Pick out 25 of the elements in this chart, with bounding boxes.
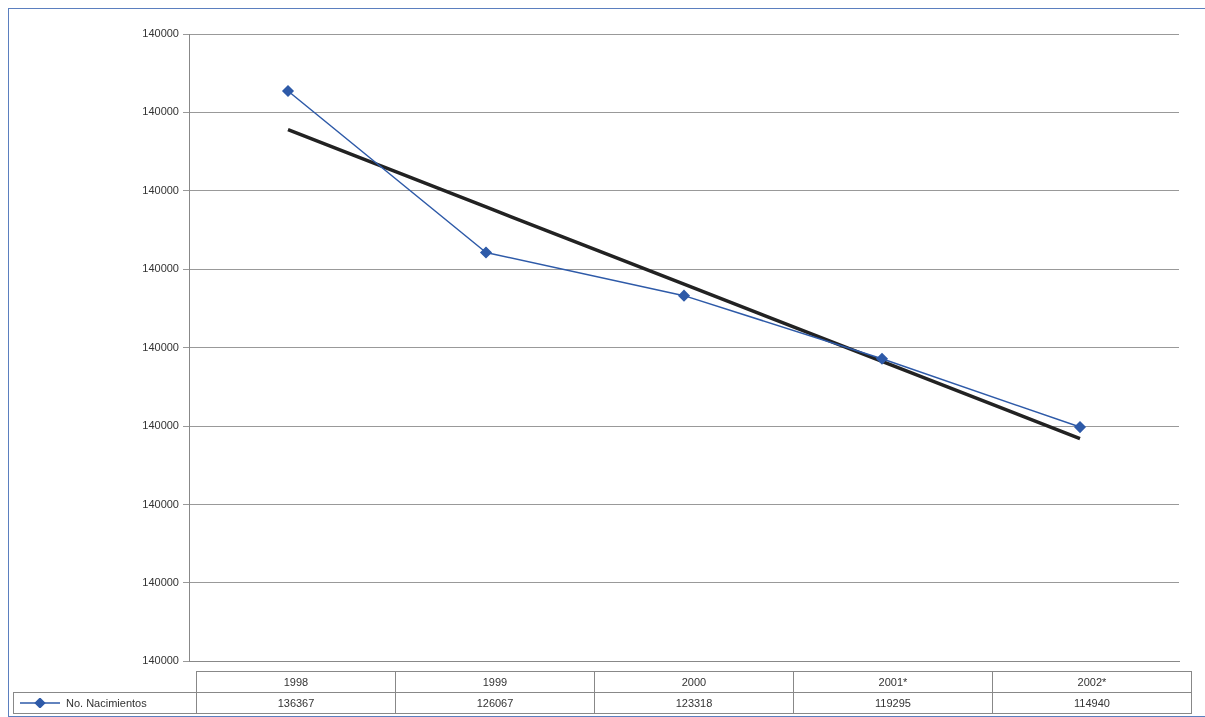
x-tick-label: 1998 <box>196 671 396 693</box>
text: 140000 <box>142 105 179 118</box>
data-label: 126067 <box>395 692 595 714</box>
text: 140000 <box>142 419 179 432</box>
point <box>480 246 492 259</box>
text: 140000 <box>142 497 179 510</box>
text: 140000 <box>142 262 179 275</box>
x-tick-label: 2001* <box>793 671 993 693</box>
point <box>876 353 888 365</box>
text: 140000 <box>142 27 179 40</box>
data-label: 136367 <box>196 692 396 714</box>
text: 140000 <box>142 576 179 589</box>
point <box>282 85 294 97</box>
x-tick-label: 1999 <box>395 671 595 693</box>
x-tick-label: 2000 <box>594 671 794 693</box>
data-label: 119295 <box>793 692 993 714</box>
point <box>678 289 690 302</box>
x-tick-label: 2002* <box>992 671 1192 693</box>
data-label: 114940 <box>992 692 1192 714</box>
legend-label: No. Nacimientos <box>66 696 147 709</box>
data-label: 123318 <box>594 692 794 714</box>
text: 140000 <box>142 654 179 667</box>
text: 140000 <box>142 340 179 353</box>
text: 140000 <box>142 183 179 196</box>
point <box>1074 421 1086 433</box>
